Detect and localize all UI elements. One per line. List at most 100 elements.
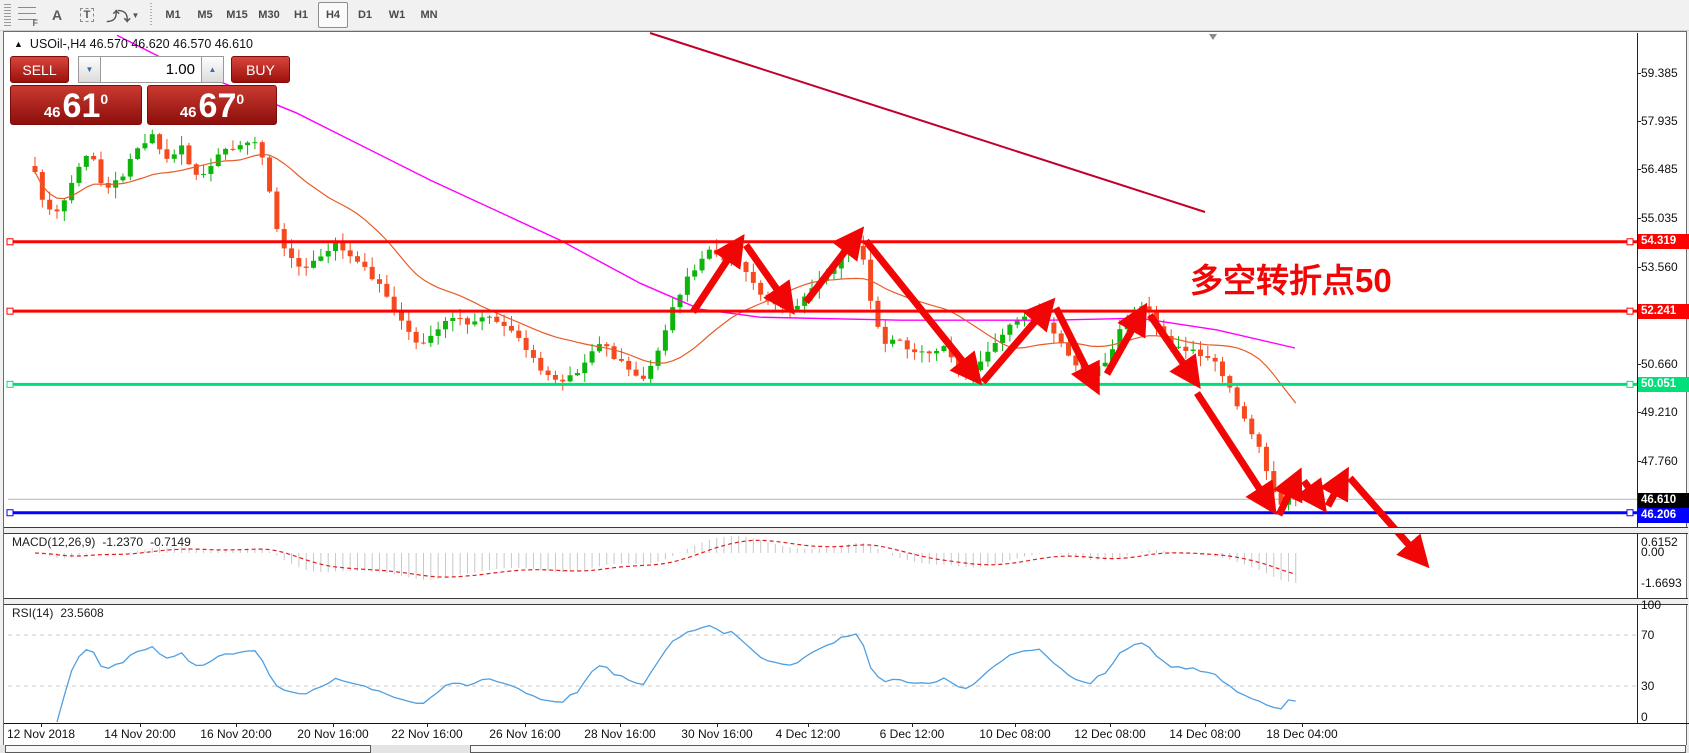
time-axis-label: 12 Nov 2018 (6, 727, 76, 741)
chart-symbol-header: ▲ USOil-,H4 46.570 46.620 46.570 46.610 (14, 37, 253, 51)
time-tick-mark (808, 723, 809, 727)
buy-quote-button[interactable]: 46 67 0 (147, 85, 277, 125)
chevron-down-icon: ▼ (131, 10, 140, 20)
rsi-axis-tick: 100 (1641, 598, 1662, 612)
volume-input[interactable] (101, 56, 201, 83)
price-tick-mark (1637, 121, 1641, 122)
price-axis-tick: 47.760 (1641, 453, 1678, 468)
price-tick-mark (1637, 364, 1641, 365)
time-axis-label: 10 Dec 08:00 (979, 727, 1051, 741)
price-axis-border (1637, 33, 1638, 723)
timeframe-button-M15[interactable]: M15 (226, 9, 248, 21)
time-tick-mark (427, 723, 428, 727)
chart-window[interactable] (3, 31, 1687, 753)
rsi-panel-splitter[interactable] (4, 598, 1688, 605)
time-axis-label: 30 Nov 16:00 (681, 727, 753, 741)
fibonacci-icon: F (18, 7, 38, 28)
time-tick-mark (236, 723, 237, 727)
price-line-badge: 46.610 (1638, 493, 1689, 508)
price-tick-mark (1637, 460, 1641, 462)
timeframe-button-W1[interactable]: W1 (388, 9, 406, 21)
price-tick-mark (1637, 217, 1641, 219)
timeframe-button-M5[interactable]: M5 (197, 9, 213, 21)
timeframe-button-D1[interactable]: D1 (357, 9, 373, 21)
symbol-collapse-icon[interactable]: ▲ (14, 39, 23, 49)
buy-price-integer: 46 (179, 104, 197, 121)
rsi-axis-tick: 70 (1641, 628, 1655, 642)
time-tick-mark (1110, 723, 1111, 727)
time-tick-mark (1205, 723, 1206, 727)
text-tool-button[interactable]: A (51, 7, 63, 23)
price-axis-tick: 50.660 (1641, 357, 1678, 371)
time-axis-label: 12 Dec 08:00 (1074, 727, 1146, 741)
volume-stepper: ▼ ▲ (78, 56, 224, 83)
chart-text-annotation: 多空转折点50 (1190, 262, 1392, 299)
price-axis-tick: 55.035 (1641, 210, 1678, 225)
macd-axis-tick: 0.00 (1641, 544, 1665, 559)
toolbar-drag-handle[interactable] (3, 4, 12, 26)
price-axis-tick: 59.385 (1641, 65, 1678, 80)
price-line-badge: 54.319 (1638, 234, 1689, 250)
top-toolbar: F A T ⤴⤵ ▼ M1 M5 M15 M30 H1 H4 D1 W1 MN (0, 0, 1689, 31)
symbol-ohlc-text: USOil-,H4 46.570 46.620 46.570 46.610 (29, 37, 253, 51)
timeframe-button-M30[interactable]: M30 (258, 9, 280, 21)
buy-price-pip: 0 (236, 91, 245, 107)
label-icon: T (79, 8, 95, 22)
buy-button[interactable]: BUY (231, 56, 290, 83)
time-axis-label: 20 Nov 16:00 (297, 727, 369, 741)
rsi-value: 23.5608 (60, 606, 104, 620)
time-axis-label: 28 Nov 16:00 (584, 727, 656, 741)
time-tick-mark (140, 723, 141, 727)
buy-price-big-digits: 67 (198, 87, 237, 125)
sell-quote-button[interactable]: 46 61 0 (10, 85, 142, 125)
bottom-minimized-bar (0, 745, 1689, 753)
price-axis-tick: 53.560 (1641, 260, 1678, 275)
label-tool-button[interactable]: T (72, 2, 102, 28)
macd-axis-tick: 0.6152 (1641, 535, 1678, 549)
time-tick-mark (41, 723, 42, 727)
price-tick-mark (1637, 169, 1641, 171)
arrows-tool-button[interactable]: ⤴⤵ ▼ (102, 2, 144, 28)
timeframe-button-H4[interactable]: H4 (318, 2, 348, 28)
price-line-badge: 52.241 (1638, 303, 1689, 319)
price-axis-tick: 49.210 (1641, 405, 1678, 420)
price-tick-mark (1637, 412, 1641, 414)
time-axis-label: 26 Nov 16:00 (489, 727, 561, 741)
time-axis-label: 16 Nov 20:00 (200, 727, 272, 741)
time-axis-label: 22 Nov 16:00 (391, 727, 463, 741)
price-line-badge: 50.051 (1638, 376, 1689, 392)
sell-price-integer: 46 (43, 104, 61, 121)
volume-decrease-button[interactable]: ▼ (78, 56, 101, 83)
price-tick-mark (1637, 72, 1641, 74)
timeframe-button-M1[interactable]: M1 (165, 9, 181, 21)
macd-axis-tick: -1.6693 (1641, 576, 1682, 590)
time-tick-mark (1015, 723, 1016, 727)
sell-button[interactable]: SELL (10, 56, 69, 83)
time-tick-mark (1302, 723, 1303, 727)
volume-increase-button[interactable]: ▲ (201, 56, 224, 83)
timeframe-button-MN[interactable]: MN (420, 9, 438, 21)
time-tick-mark (525, 723, 526, 727)
macd-panel-splitter[interactable] (4, 527, 1688, 534)
price-axis-tick: 56.485 (1641, 162, 1678, 177)
fibonacci-tool-button[interactable]: F (12, 2, 42, 28)
time-axis-line (4, 723, 1689, 724)
one-click-trading-panel: SELL ▼ ▲ BUY 46 61 0 46 67 0 (10, 56, 290, 125)
time-axis-label: 14 Nov 20:00 (104, 727, 176, 741)
macd-title: MACD(12,26,9) -1.2370 -0.7149 (12, 535, 191, 549)
rsi-axis-tick: 0 (1641, 710, 1648, 724)
price-axis-tick: 57.935 (1641, 114, 1678, 128)
timeframe-button-H1[interactable]: H1 (293, 9, 309, 21)
price-tick-mark (1637, 267, 1641, 269)
minimized-chart-bar-1[interactable] (5, 745, 371, 753)
rsi-title: RSI(14) 23.5608 (12, 606, 104, 620)
minimized-chart-bar-2[interactable] (470, 745, 1686, 753)
arrows-icon: ⤴⤵ (106, 8, 131, 24)
macd-value-signal: -0.7149 (150, 535, 191, 549)
price-line-badge: 46.206 (1638, 508, 1689, 523)
toolbar-separator (148, 3, 153, 27)
time-tick-mark (717, 723, 718, 727)
rsi-name: RSI(14) (12, 606, 54, 620)
sell-price-pip: 0 (100, 91, 109, 107)
